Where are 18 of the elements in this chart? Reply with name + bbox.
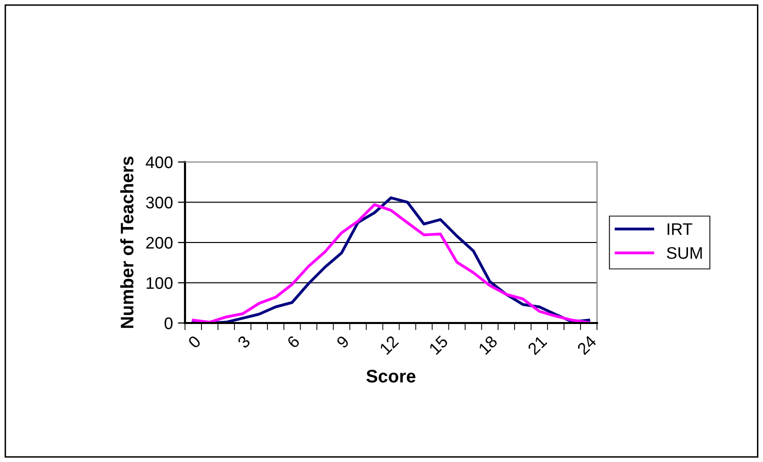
x-axis-title: Score (366, 370, 416, 383)
x-tick-label: 21 (527, 334, 548, 356)
y-tick-label: 300 (146, 196, 173, 208)
x-tick-label: 9 (336, 334, 350, 349)
y-tick-label: 100 (146, 277, 173, 289)
x-tick-label: 3 (236, 334, 251, 349)
x-tick-label: 12 (379, 335, 399, 355)
x-tick-label: 24 (576, 334, 597, 356)
legend-label: SUM (666, 247, 702, 259)
x-tick-label: 18 (478, 334, 498, 355)
y-axis-title: Number of Teachers (120, 156, 134, 328)
x-tick-label: 6 (286, 334, 300, 349)
y-tick-label: 200 (146, 236, 173, 249)
x-tick-label: 0 (187, 334, 202, 349)
y-tick-label: 400 (146, 156, 173, 168)
y-tick-label: 0 (164, 317, 173, 330)
legend-label: IRT (668, 223, 692, 235)
x-tick-label: 15 (428, 335, 449, 355)
